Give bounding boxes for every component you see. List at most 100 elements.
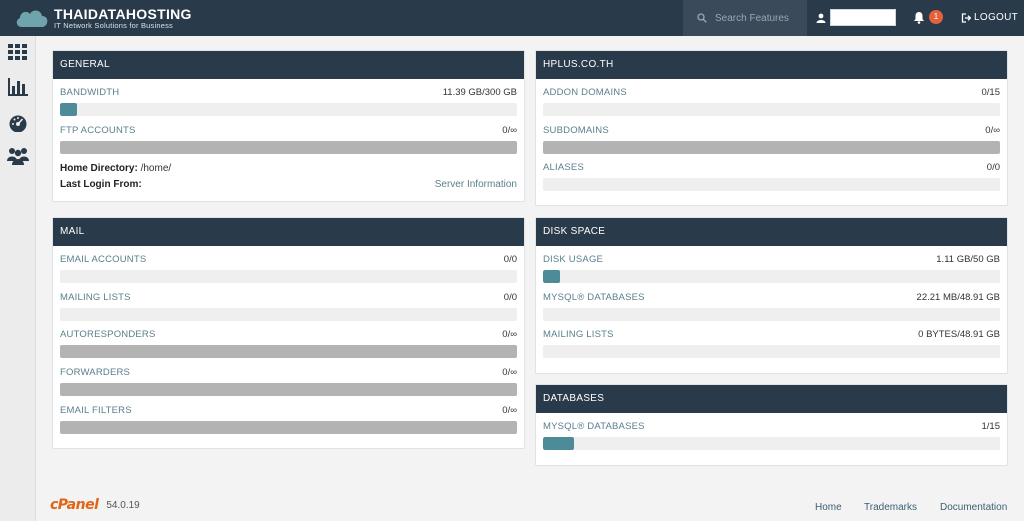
ftp-accounts-bar: [60, 141, 517, 154]
search-placeholder: Search Features: [715, 12, 789, 24]
brand-subtitle: IT Network Solutions for Business: [54, 20, 174, 30]
general-title: GENERAL: [53, 51, 524, 79]
bandwidth-bar: [60, 103, 517, 116]
disk-usage-stat: DISK USAGE 1.11 GB/50 GB: [543, 254, 1000, 283]
addon-domains-label[interactable]: ADDON DOMAINS: [543, 87, 627, 98]
user-menu[interactable]: [816, 9, 896, 26]
disk-usage-bar: [543, 270, 1000, 283]
forwarders-value: 0/∞: [502, 367, 517, 378]
mail-title: MAIL: [53, 218, 524, 246]
cpanel-version: 54.0.19: [106, 499, 140, 511]
subdomains-stat: SUBDOMAINS 0/∞: [543, 125, 1000, 154]
cpanel-logo[interactable]: cPanel 54.0.19: [50, 497, 140, 513]
aliases-value: 0/0: [986, 162, 1000, 173]
email-filters-bar: [60, 421, 517, 434]
ftp-accounts-stat: FTP ACCOUNTS 0/∞: [60, 125, 517, 154]
databases-title: DATABASES: [536, 385, 1007, 413]
autoresponders-stat: AUTORESPONDERS 0/∞: [60, 329, 517, 358]
home-directory-value: /home/: [140, 163, 172, 174]
mailing-lists-value: 0/0: [503, 292, 517, 303]
users-icon: [7, 148, 29, 165]
grid-icon: [8, 44, 27, 60]
sidebar-item-statistics[interactable]: [7, 77, 29, 97]
bandwidth-stat: BANDWIDTH 11.39 GB/300 GB: [60, 87, 517, 116]
cloud-icon: [16, 10, 48, 27]
footer-home-link[interactable]: Home: [815, 502, 842, 513]
sidebar-item-users[interactable]: [7, 146, 29, 166]
logout-icon: [961, 12, 971, 23]
domain-panel: HPLUS.CO.TH ADDON DOMAINS 0/15 SUBDOMAIN…: [535, 50, 1008, 206]
mysql-databases-bar: [543, 437, 1000, 450]
search-icon: [697, 13, 707, 23]
search-features-input[interactable]: Search Features: [683, 0, 807, 36]
ftp-accounts-label[interactable]: FTP ACCOUNTS: [60, 125, 136, 136]
addon-domains-bar: [543, 103, 1000, 116]
mailing-lists-disk-label[interactable]: MAILING LISTS: [543, 329, 614, 340]
sidebar-item-home[interactable]: [7, 42, 29, 62]
disk-usage-value: 1.11 GB/50 GB: [936, 254, 1000, 265]
notification-badge[interactable]: 1: [929, 10, 943, 24]
email-accounts-label[interactable]: EMAIL ACCOUNTS: [60, 254, 147, 265]
forwarders-label[interactable]: FORWARDERS: [60, 367, 131, 378]
home-directory-row: Home Directory: /home/: [60, 163, 517, 174]
server-information-link[interactable]: Server Information: [434, 179, 517, 190]
disk-space-panel: DISK SPACE DISK USAGE 1.11 GB/50 GB MYSQ…: [535, 217, 1008, 374]
domain-title: HPLUS.CO.TH: [536, 51, 1007, 79]
mysql-databases-value: 1/15: [981, 421, 1001, 432]
home-directory-key: Home Directory:: [60, 163, 138, 174]
mail-panel: MAIL EMAIL ACCOUNTS 0/0 MAILING LISTS 0/…: [52, 217, 525, 449]
top-bar: THAIDATAHOSTING IT Network Solutions for…: [0, 0, 1024, 36]
databases-panel: DATABASES MYSQL® DATABASES 1/15: [535, 384, 1008, 466]
general-panel: GENERAL BANDWIDTH 11.39 GB/300 GB FTP AC…: [52, 50, 525, 202]
bandwidth-label[interactable]: BANDWIDTH: [60, 87, 120, 98]
disk-usage-bar-fill: [543, 270, 561, 283]
autoresponders-value: 0/∞: [502, 329, 517, 340]
email-accounts-bar: [60, 270, 517, 283]
disk-space-title: DISK SPACE: [536, 218, 1007, 246]
sidebar-item-dashboard[interactable]: [7, 113, 29, 133]
subdomains-bar: [543, 141, 1000, 154]
aliases-label[interactable]: ALIASES: [543, 162, 585, 173]
footer-trademarks-link[interactable]: Trademarks: [864, 502, 917, 513]
addon-domains-value: 0/15: [981, 87, 1001, 98]
user-icon: [816, 13, 826, 23]
bell-icon[interactable]: [913, 11, 925, 24]
mailing-lists-disk-bar: [543, 345, 1000, 358]
mailing-lists-bar: [60, 308, 517, 321]
subdomains-value: 0/∞: [985, 125, 1000, 136]
mysql-databases-stat: MYSQL® DATABASES 1/15: [543, 421, 1000, 450]
bar-chart-icon: [8, 78, 28, 96]
brand-title: THAIDATAHOSTING: [54, 5, 192, 22]
mysql-databases-label[interactable]: MYSQL® DATABASES: [543, 421, 645, 432]
subdomains-label[interactable]: SUBDOMAINS: [543, 125, 609, 136]
sidebar: [0, 36, 36, 521]
email-accounts-value: 0/0: [503, 254, 517, 265]
mailing-lists-disk-stat: MAILING LISTS 0 BYTES/48.91 GB: [543, 329, 1000, 358]
last-login-key: Last Login From:: [60, 179, 142, 190]
bandwidth-value: 11.39 GB/300 GB: [442, 87, 517, 98]
gauge-icon: [9, 115, 27, 132]
mysql-disk-label[interactable]: MYSQL® DATABASES: [543, 292, 645, 303]
mysql-disk-value: 22.21 MB/48.91 GB: [916, 292, 1000, 303]
mailing-lists-disk-value: 0 BYTES/48.91 GB: [918, 329, 1000, 340]
bandwidth-bar-fill: [60, 103, 78, 116]
last-login-row: Last Login From: Server Information: [60, 179, 517, 190]
disk-usage-label[interactable]: DISK USAGE: [543, 254, 604, 265]
mailing-lists-label[interactable]: MAILING LISTS: [60, 292, 131, 303]
aliases-bar: [543, 178, 1000, 191]
autoresponders-label[interactable]: AUTORESPONDERS: [60, 329, 156, 340]
mailing-lists-stat: MAILING LISTS 0/0: [60, 292, 517, 321]
forwarders-bar: [60, 383, 517, 396]
logout-button[interactable]: LOGOUT: [961, 12, 1018, 23]
brand-logo[interactable]: THAIDATAHOSTING IT Network Solutions for…: [14, 6, 192, 30]
logout-label: LOGOUT: [974, 12, 1019, 23]
mysql-disk-bar: [543, 308, 1000, 321]
email-filters-stat: EMAIL FILTERS 0/∞: [60, 405, 517, 434]
email-filters-value: 0/∞: [502, 405, 517, 416]
email-filters-label[interactable]: EMAIL FILTERS: [60, 405, 132, 416]
footer-documentation-link[interactable]: Documentation: [940, 502, 1008, 513]
aliases-stat: ALIASES 0/0: [543, 162, 1000, 191]
mysql-disk-stat: MYSQL® DATABASES 22.21 MB/48.91 GB: [543, 292, 1000, 321]
autoresponders-bar: [60, 345, 517, 358]
mysql-databases-bar-fill: [543, 437, 574, 450]
